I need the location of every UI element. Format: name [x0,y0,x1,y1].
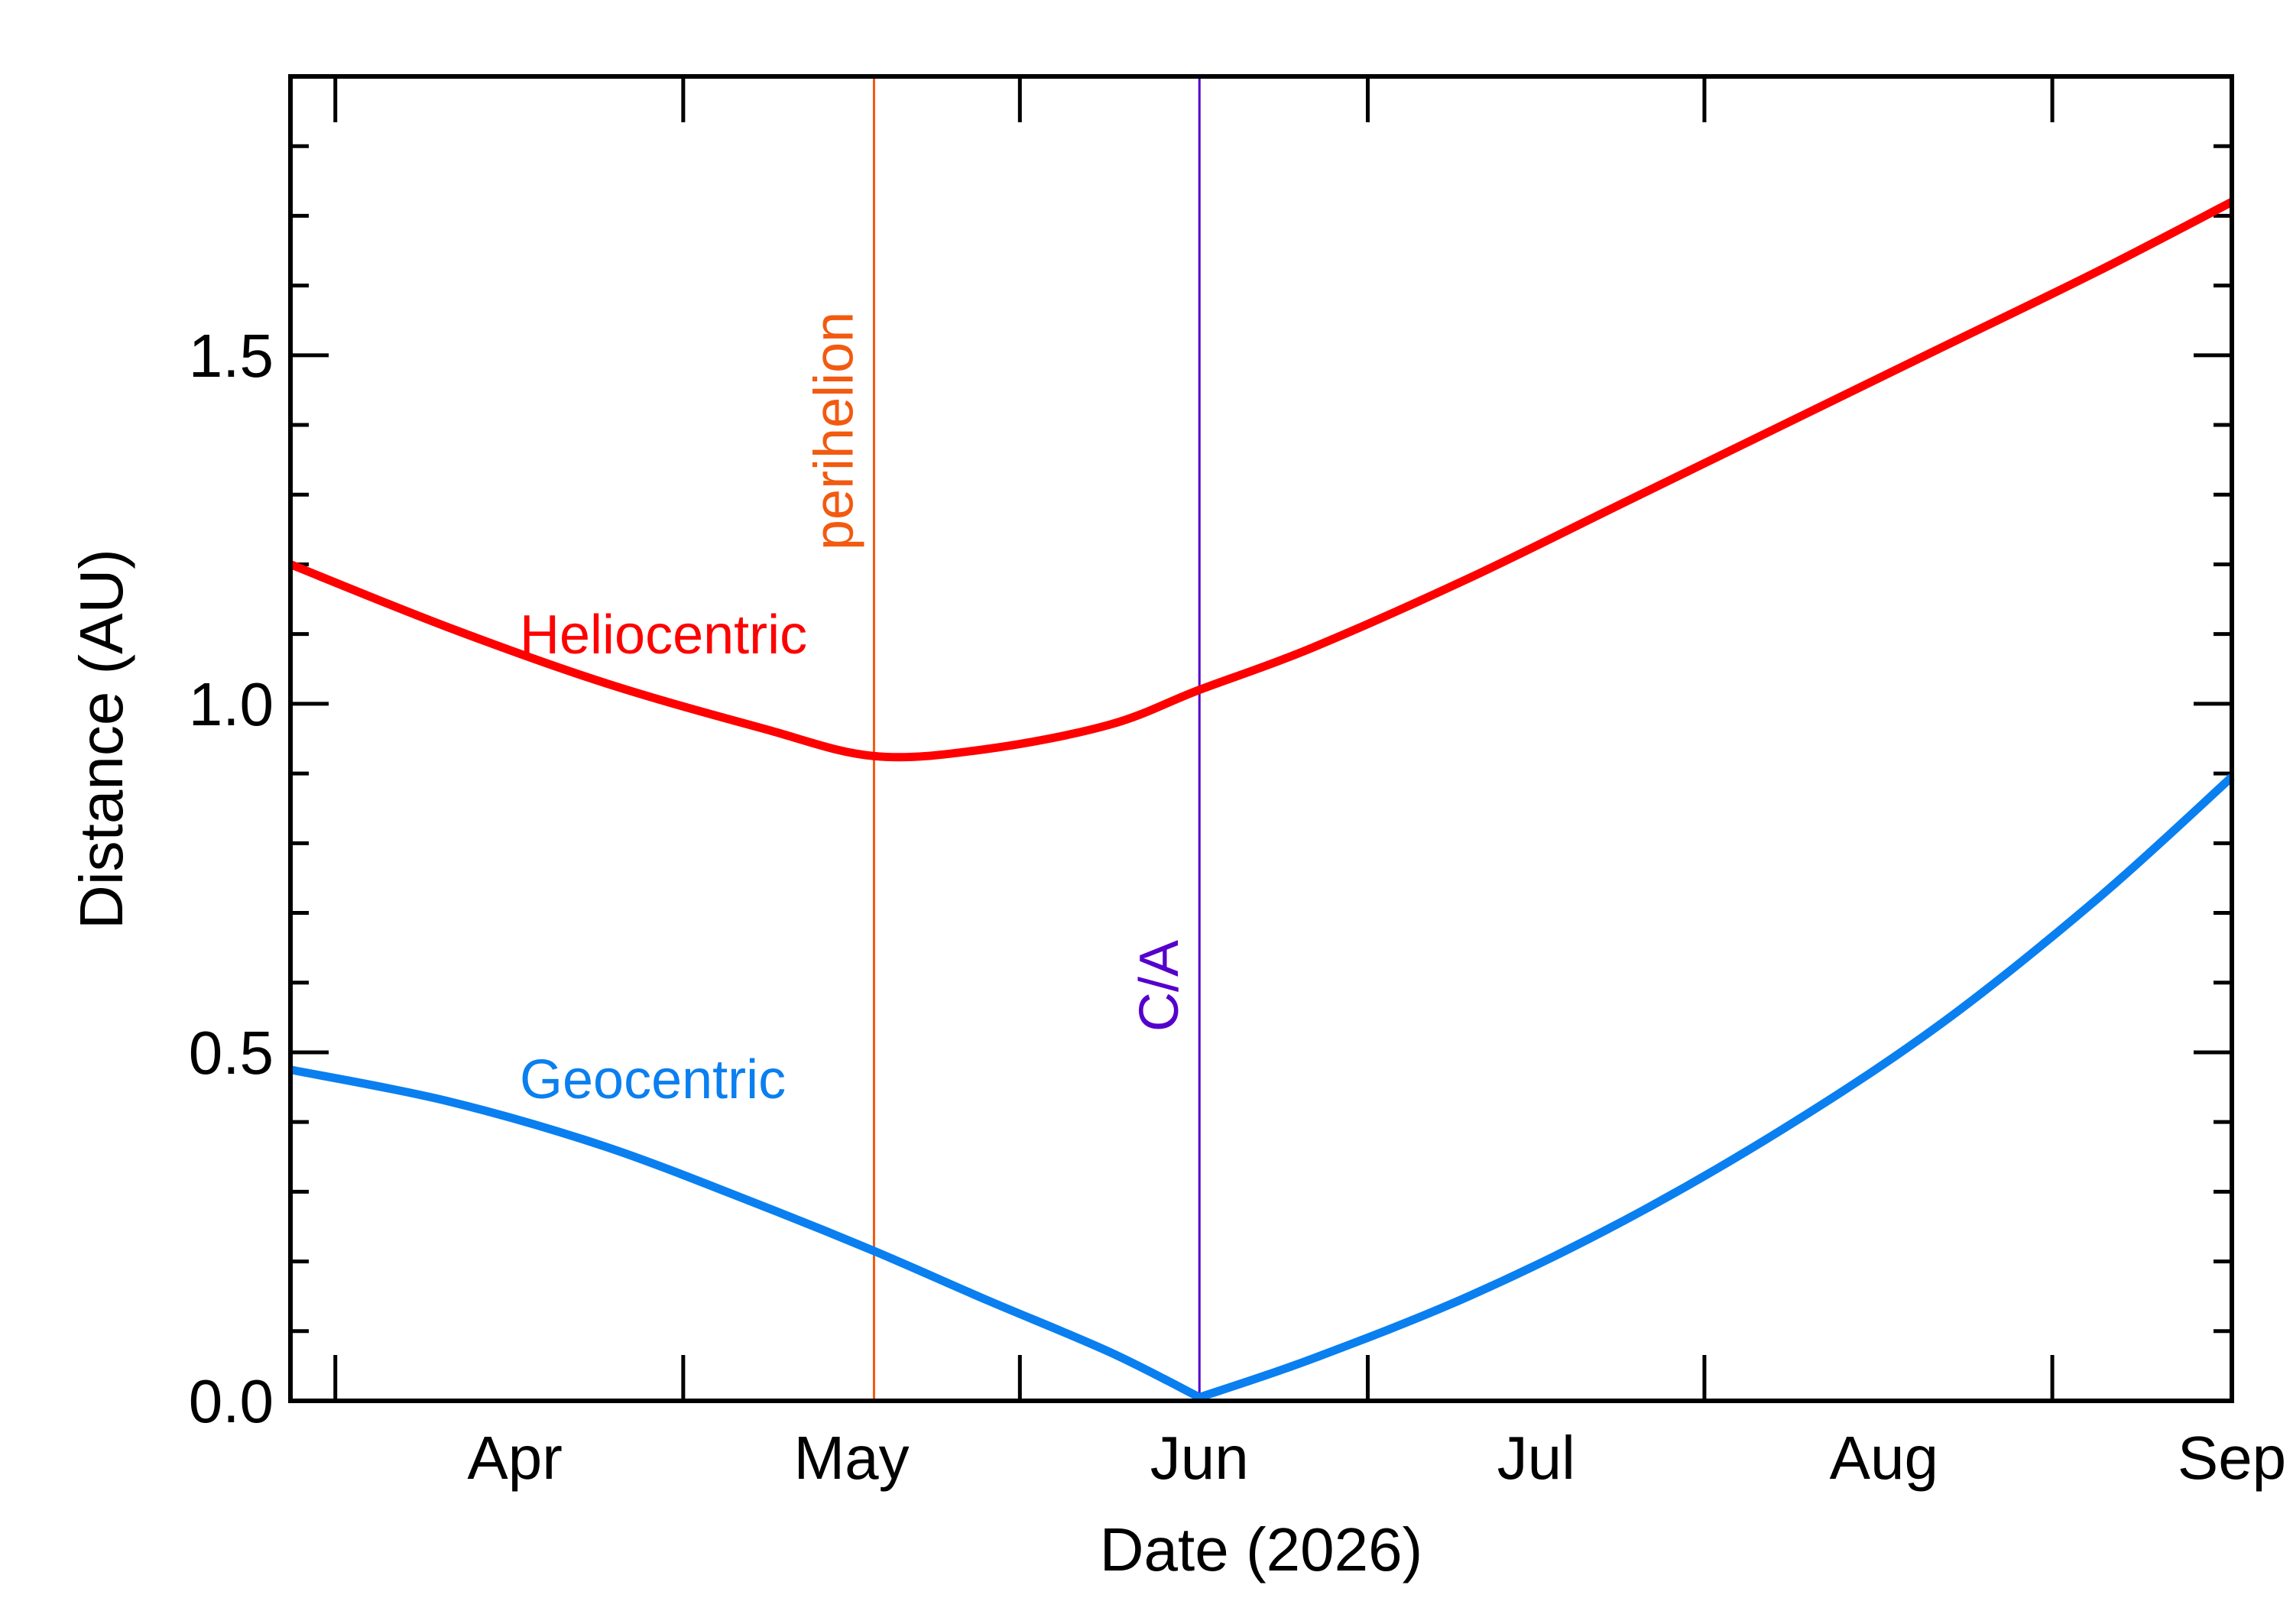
x-tick-label: Aug [1830,1424,1938,1492]
series-line-heliocentric [288,198,2234,762]
closest-approach-label: C/A [1129,940,1190,1032]
y-tick-label: 1.0 [189,670,274,738]
series-lines [288,198,2235,1402]
x-tick-labels: Apr May Jun Jul Aug Sep [467,1424,2286,1492]
y-tick-label: 0.0 [189,1367,274,1435]
y-tick-label: 1.5 [189,322,274,390]
x-axis-title: Date (2026) [1100,1515,1422,1583]
y-tick-labels: 0.0 0.5 1.0 1.5 [189,322,274,1435]
x-tick-label: Jul [1497,1424,1575,1492]
series-line-geocentric [289,773,2235,1402]
heliocentric-label: Heliocentric [520,605,807,666]
major-ticks [290,353,2232,1403]
x-tick-label: Sep [2178,1424,2286,1492]
event-lines [872,76,1201,1401]
x-tick-label: May [794,1424,910,1492]
minor-ticks [290,74,2232,1401]
x-tick-label: Jun [1150,1424,1249,1492]
plot-frame [288,74,2234,1403]
y-tick-label: 0.5 [189,1019,274,1087]
y-axis-title: Distance (AU) [67,549,135,929]
perihelion-label: perihelion [803,312,864,550]
x-tick-label: Apr [467,1424,563,1492]
geocentric-label: Geocentric [520,1049,786,1110]
annotations: Heliocentric Geocentric perihelion C/A [520,312,1190,1110]
